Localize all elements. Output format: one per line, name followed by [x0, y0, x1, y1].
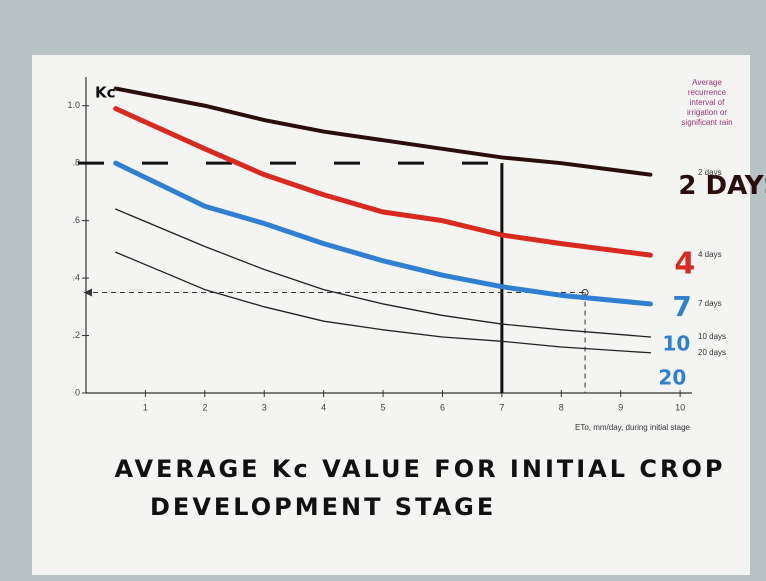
hand-label: 20: [658, 365, 686, 389]
legend-label: 7 days: [698, 299, 722, 308]
x-tick-label: 6: [440, 402, 445, 412]
x-tick-label: 5: [381, 402, 386, 412]
y-tick-label: .4: [72, 272, 80, 282]
legend-label: 20 days: [698, 348, 726, 357]
x-tick-label: 7: [499, 402, 504, 412]
hand-label: 2 DAYS: [678, 171, 766, 201]
y-tick-label: .6: [72, 215, 80, 225]
x-tick-label: 3: [262, 402, 267, 412]
x-tick-label: 2: [202, 402, 207, 412]
x-label: ETo, mm/day, during initial stage: [575, 423, 691, 432]
legend-title-box: Average recurrence interval of irrigatio…: [676, 78, 738, 158]
y-tick-label: .2: [72, 330, 80, 340]
page: Kc ETo, mm/day, during initial stage AVE…: [0, 0, 766, 581]
y-label: Kc: [95, 84, 116, 102]
legend-label: 4 days: [698, 250, 722, 259]
chart: Kc ETo, mm/day, during initial stage AVE…: [0, 0, 766, 581]
x-tick-label: 10: [675, 402, 685, 412]
hand-label: 4: [674, 247, 695, 282]
caption-line-2: DEVELOPMENT STAGE: [150, 493, 496, 521]
legend-label: 10 days: [698, 332, 726, 341]
y-tick-label: 0: [75, 387, 80, 397]
legend-label: 2 days: [698, 168, 722, 177]
hand-label: 7: [672, 290, 691, 323]
x-tick-label: 9: [618, 402, 623, 412]
y-tick-label: 1.0: [67, 100, 80, 110]
x-tick-label: 8: [559, 402, 564, 412]
caption-line-1: AVERAGE Kc VALUE FOR INITIAL CROP: [115, 455, 726, 483]
x-tick-label: 4: [321, 402, 326, 412]
legend-title: Average recurrence interval of irrigatio…: [676, 78, 738, 128]
x-tick-label: 1: [143, 402, 148, 412]
hand-label: 10: [662, 331, 690, 355]
